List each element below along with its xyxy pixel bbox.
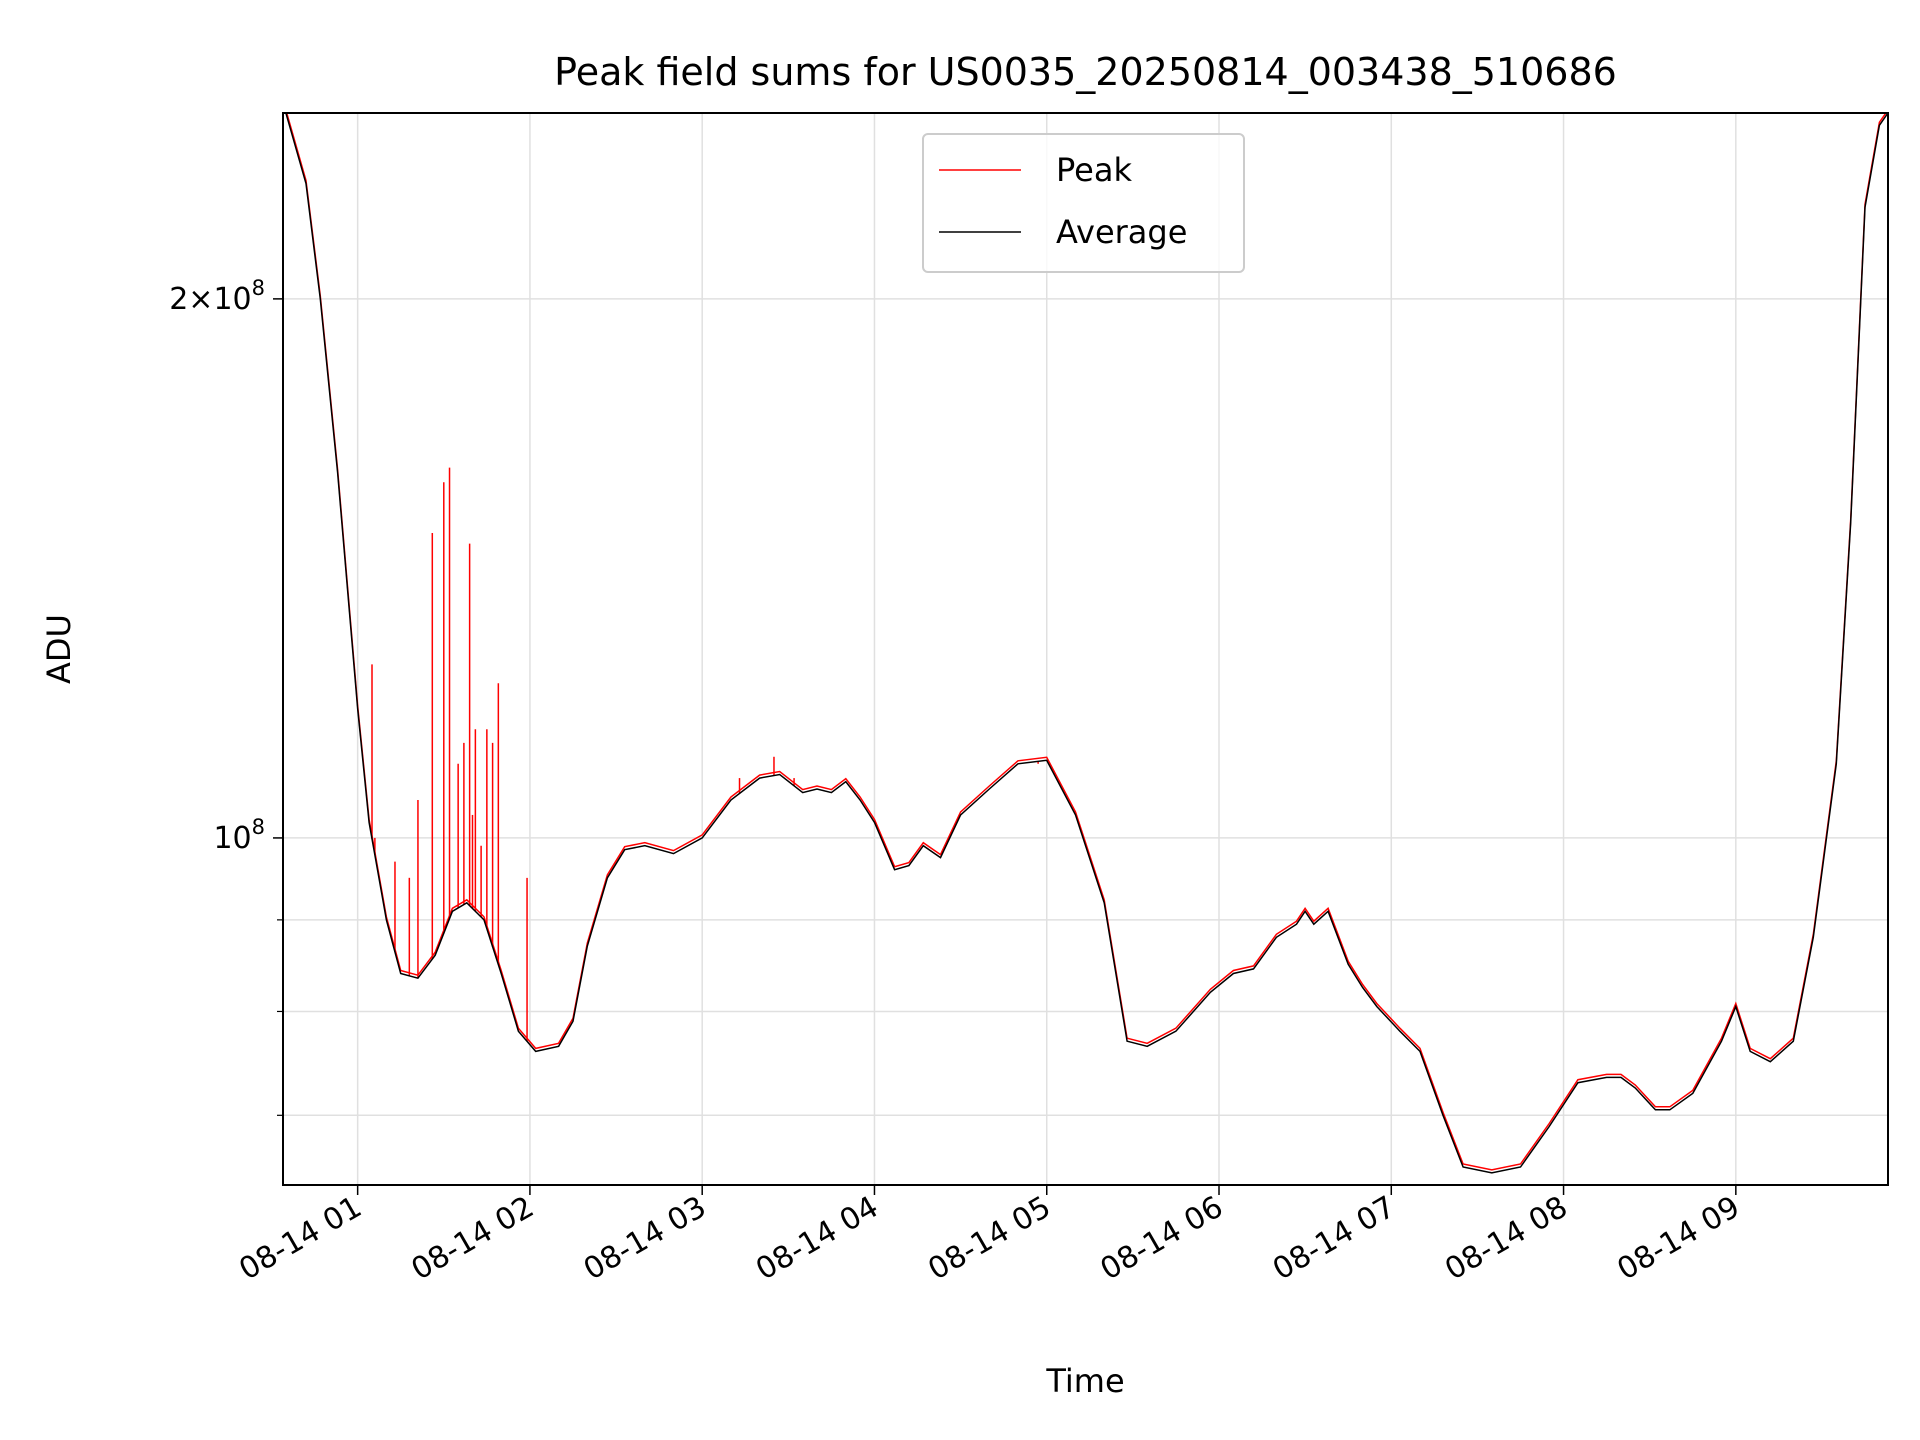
y-axis-label: ADU — [40, 614, 78, 684]
legend-average-label: Average — [1056, 213, 1187, 251]
average-series-line — [285, 113, 1888, 1174]
y-tick-label: 108 — [213, 815, 265, 856]
y-tick-label: 2×108 — [169, 276, 265, 317]
peak-series-line — [285, 113, 1887, 1171]
x-axis-label: Time — [1045, 1362, 1124, 1400]
series-group — [285, 113, 1888, 1174]
legend: Peak Average — [922, 133, 1245, 273]
chart-title: Peak field sums for US0035_20250814_0034… — [554, 50, 1617, 94]
grid-lines — [283, 113, 1888, 1185]
legend-peak-label: Peak — [1056, 151, 1132, 189]
legend-box — [922, 133, 1245, 273]
plot-frame — [282, 112, 1889, 1186]
